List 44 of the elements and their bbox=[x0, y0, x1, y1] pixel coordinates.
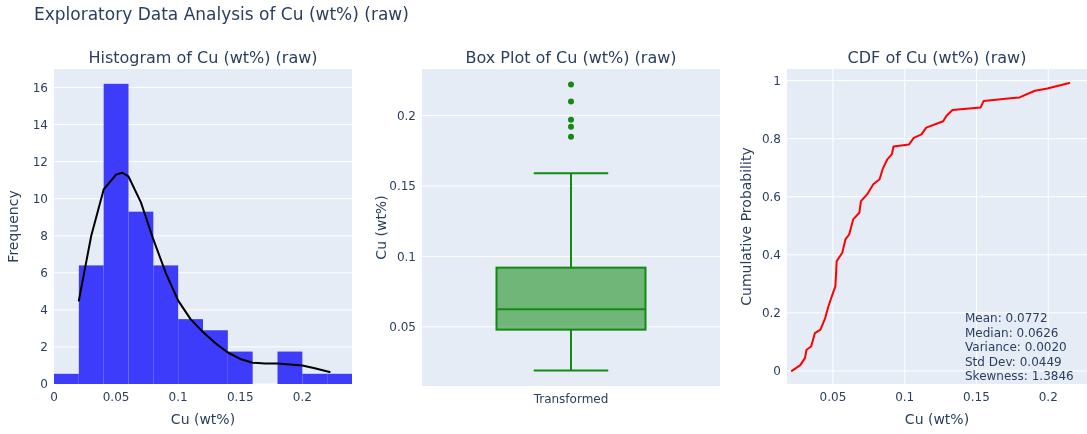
x-tick-label: 0.2 bbox=[1038, 390, 1058, 404]
y-tick-label: 2 bbox=[40, 340, 48, 355]
y-tick-label: 0.15 bbox=[389, 179, 416, 194]
line-series bbox=[790, 81, 1071, 372]
y-tick-label: 0.05 bbox=[389, 320, 416, 335]
y-tick-label: 4 bbox=[40, 303, 48, 318]
x-tick-label: 0.05 bbox=[819, 390, 847, 404]
y-axis-title: Frequency bbox=[5, 190, 21, 263]
annotation: Median: 0.0626 bbox=[965, 325, 1059, 340]
chart-title: CDF of Cu (wt%) (raw) bbox=[847, 48, 1027, 67]
annotation: Std Dev: 0.0449 bbox=[965, 354, 1062, 369]
y-tick-label: 0 bbox=[40, 377, 48, 392]
y-tick-label: 1 bbox=[773, 73, 781, 88]
y-tick-label: 0.6 bbox=[761, 189, 781, 204]
y-axis-title: Cu (wt%) bbox=[373, 195, 389, 260]
x-tick-label: Transformed bbox=[532, 392, 609, 406]
y-tick-label: 0.2 bbox=[761, 306, 781, 321]
y-tick-label: 12 bbox=[32, 154, 48, 169]
chart-title: Exploratory Data Analysis of Cu (wt%) (raw) bbox=[34, 4, 409, 24]
x-axis-title: Cu (wt%) bbox=[904, 411, 970, 427]
y-tick-label: 6 bbox=[40, 266, 48, 281]
x-tick-label: 0 bbox=[50, 390, 58, 404]
y-tick-label: 0.2 bbox=[396, 108, 416, 123]
annotation: Variance: 0.0020 bbox=[965, 340, 1067, 354]
y-tick-label: 0.4 bbox=[761, 248, 781, 263]
chart-subtitle: Histogram of Cu (wt%) (raw) bbox=[88, 48, 318, 67]
y-tick-label: 10 bbox=[32, 191, 48, 206]
x-tick-label: 0.2 bbox=[292, 390, 312, 404]
y-tick-label: 8 bbox=[40, 228, 48, 243]
y-axis-title: Cumulative Probability bbox=[738, 147, 754, 306]
x-tick-label: 0.15 bbox=[226, 390, 254, 404]
x-tick-label: 0.1 bbox=[895, 390, 915, 404]
x-axis-title: Cu (wt%) bbox=[170, 411, 236, 427]
annotation: Skewness: 1.3846 bbox=[965, 369, 1074, 383]
y-tick-label: 0.1 bbox=[396, 249, 416, 264]
x-tick-label: 0.15 bbox=[963, 390, 990, 404]
y-tick-label: 14 bbox=[32, 117, 48, 132]
y-tick-label: 0 bbox=[773, 364, 781, 379]
y-tick-label: 0.8 bbox=[761, 131, 781, 146]
x-tick-label: 0.05 bbox=[102, 390, 130, 404]
chart-title: Box Plot of Cu (wt%) (raw) bbox=[465, 48, 677, 67]
x-tick-label: 0.1 bbox=[168, 390, 188, 404]
annotation: Mean: 0.0772 bbox=[965, 311, 1048, 325]
y-tick-label: 16 bbox=[32, 80, 48, 95]
